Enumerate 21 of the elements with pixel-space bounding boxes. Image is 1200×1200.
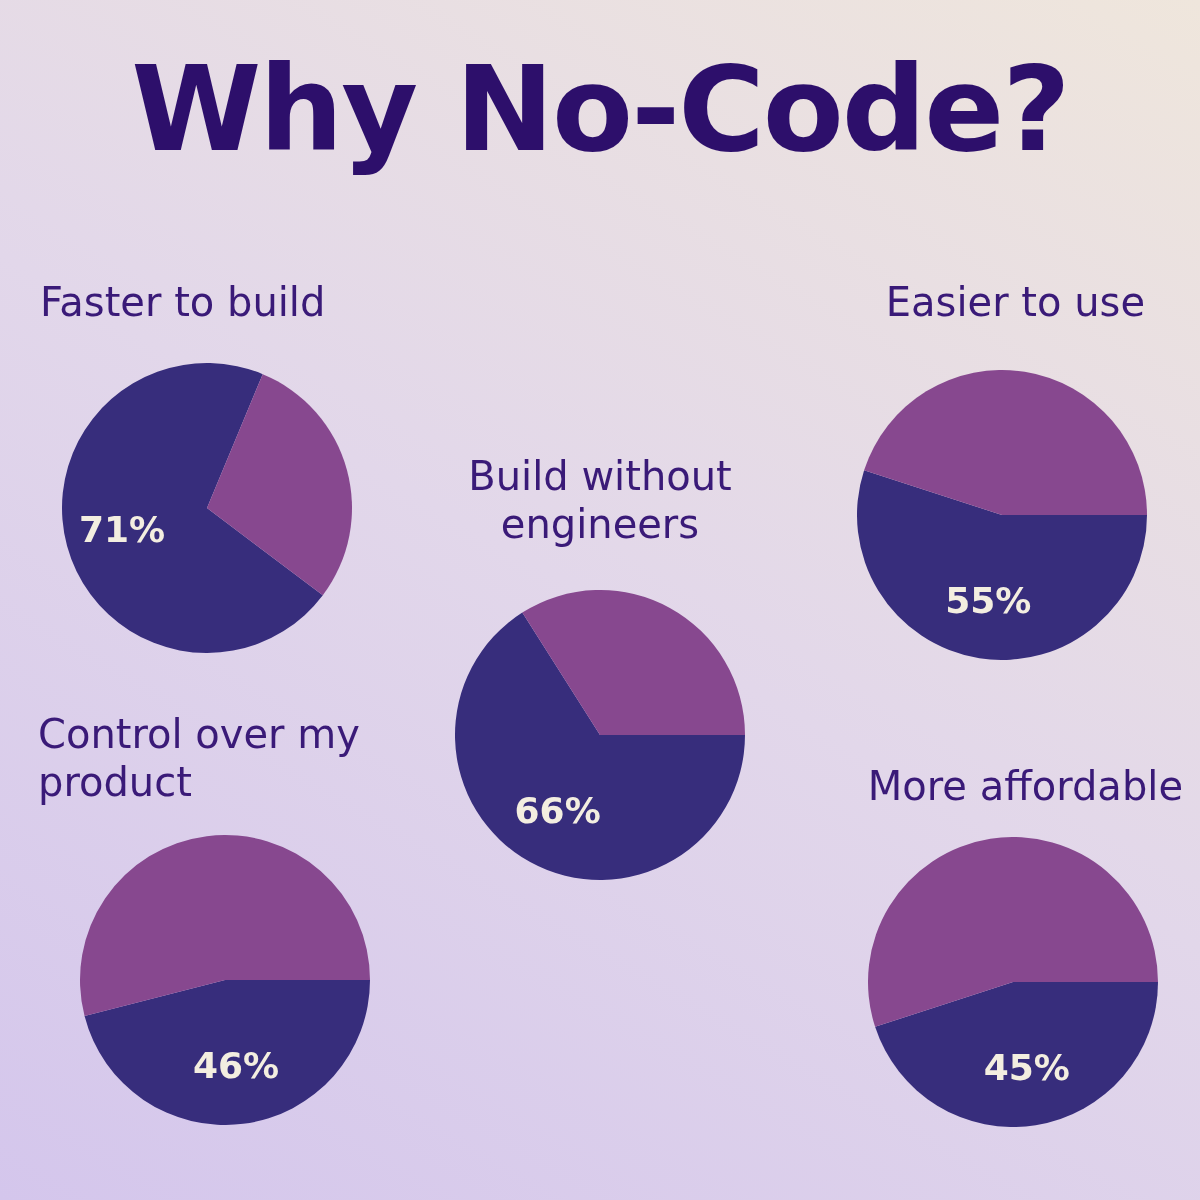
pie-slice	[868, 837, 1158, 1027]
data-label: 46%	[192, 1045, 280, 1087]
pie-slice	[522, 590, 745, 735]
data-label: 66%	[514, 790, 601, 832]
chart-title: Faster to build	[40, 278, 327, 326]
pie-slice	[875, 982, 1158, 1127]
pie-slice	[207, 374, 352, 596]
pie-slice	[62, 363, 323, 653]
chart-title: Control over my product	[38, 710, 361, 806]
pie-slice	[84, 980, 370, 1125]
data-label: 71%	[78, 509, 166, 551]
data-label: 55%	[945, 579, 1032, 621]
chart-title: Easier to use	[884, 278, 1145, 326]
chart-title: More affordable	[866, 762, 1183, 810]
data-label: 45%	[983, 1046, 1070, 1088]
pie-slice	[864, 370, 1147, 515]
pie-slice	[857, 470, 1147, 660]
chart-title: Build without engineers	[467, 452, 733, 548]
pie-slice	[80, 835, 370, 1017]
text: Why No-Code?	[130, 40, 1070, 178]
pie-slice	[455, 612, 745, 880]
